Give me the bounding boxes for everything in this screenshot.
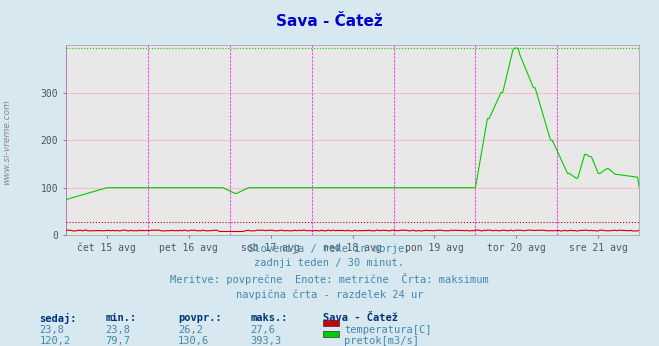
Text: 393,3: 393,3	[250, 336, 281, 346]
Text: maks.:: maks.:	[250, 313, 288, 323]
Text: Sava - Čatež: Sava - Čatež	[323, 313, 398, 323]
Text: pretok[m3/s]: pretok[m3/s]	[344, 336, 419, 346]
Text: sedaj:: sedaj:	[40, 313, 77, 324]
Text: Sava - Čatež: Sava - Čatež	[276, 14, 383, 29]
Text: povpr.:: povpr.:	[178, 313, 221, 323]
Text: www.si-vreme.com: www.si-vreme.com	[2, 99, 11, 185]
Text: 23,8: 23,8	[105, 325, 130, 335]
Text: min.:: min.:	[105, 313, 136, 323]
Text: temperatura[C]: temperatura[C]	[344, 325, 432, 335]
Text: 79,7: 79,7	[105, 336, 130, 346]
Text: 120,2: 120,2	[40, 336, 71, 346]
Text: Slovenija / reke in morje.
zadnji teden / 30 minut.
Meritve: povprečne  Enote: m: Slovenija / reke in morje. zadnji teden …	[170, 244, 489, 300]
Text: 26,2: 26,2	[178, 325, 203, 335]
Text: 23,8: 23,8	[40, 325, 65, 335]
Text: 130,6: 130,6	[178, 336, 209, 346]
Text: 27,6: 27,6	[250, 325, 275, 335]
